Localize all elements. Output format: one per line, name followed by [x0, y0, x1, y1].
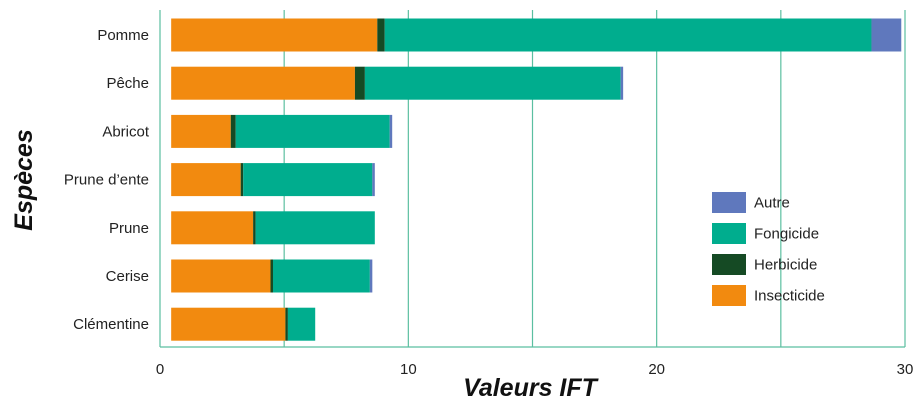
bar-segment-autre — [369, 259, 373, 293]
y-axis-title: Espèces — [10, 129, 38, 231]
bar-segment-insecticide — [171, 211, 254, 245]
x-tick-label: 20 — [648, 361, 665, 378]
bar-segment-herbicide — [253, 211, 256, 245]
bar-segment-herbicide — [230, 114, 236, 148]
legend-label: Fongicide — [754, 226, 819, 243]
bar-segment-insecticide — [171, 259, 271, 293]
bar-segment-herbicide — [354, 66, 365, 100]
bar-segment-herbicide — [285, 307, 288, 341]
bar-segment-autre — [871, 18, 902, 52]
category-label: Cerise — [106, 268, 149, 285]
bar-segment-autre — [389, 114, 393, 148]
legend-swatch — [712, 285, 746, 306]
bar-segment-fongicide — [272, 259, 370, 293]
bar-segment-fongicide — [243, 163, 373, 197]
grid-lines — [159, 10, 906, 348]
bar-segment-fongicide — [287, 307, 316, 341]
x-tick-label: 30 — [897, 361, 914, 378]
bar-segment-insecticide — [171, 307, 286, 341]
legend-label: Insecticide — [754, 288, 825, 305]
bar-segment-insecticide — [171, 114, 231, 148]
legend-swatch — [712, 192, 746, 213]
category-label: Prune d’ente — [64, 172, 149, 189]
bar-segment-fongicide — [364, 66, 621, 100]
category-label: Clémentine — [73, 316, 149, 333]
bar-segment-herbicide — [270, 259, 273, 293]
category-label: Abricot — [102, 123, 150, 140]
bars — [171, 18, 902, 341]
x-tick-labels: 0 10 20 30 — [156, 361, 914, 378]
x-tick-label: 10 — [400, 361, 417, 378]
bar-segment-fongicide — [384, 18, 872, 52]
bar-segment-herbicide — [240, 163, 244, 197]
bar-segment-fongicide — [235, 114, 390, 148]
bar-segment-autre — [620, 66, 624, 100]
legend-label: Autre — [754, 195, 790, 212]
x-axis-title: Valeurs IFT — [463, 374, 600, 401]
bar-segment-fongicide — [255, 211, 375, 245]
category-label: Pêche — [106, 75, 149, 92]
legend-swatch — [712, 254, 746, 275]
category-label: Prune — [109, 220, 149, 237]
legend: Autre Fongicide Herbicide Insecticide — [712, 192, 825, 306]
category-label: Pomme — [97, 27, 149, 44]
bar-segment-autre — [372, 163, 375, 197]
category-labels: Pomme Pêche Abricot Prune d’ente Prune Cerise… — [64, 27, 150, 333]
x-tick-label: 0 — [156, 361, 164, 378]
bar-segment-herbicide — [377, 18, 385, 52]
legend-label: Herbicide — [754, 257, 817, 274]
legend-swatch — [712, 223, 746, 244]
bar-segment-insecticide — [171, 66, 355, 100]
bar-segment-insecticide — [171, 163, 241, 197]
bar-segment-insecticide — [171, 18, 378, 52]
